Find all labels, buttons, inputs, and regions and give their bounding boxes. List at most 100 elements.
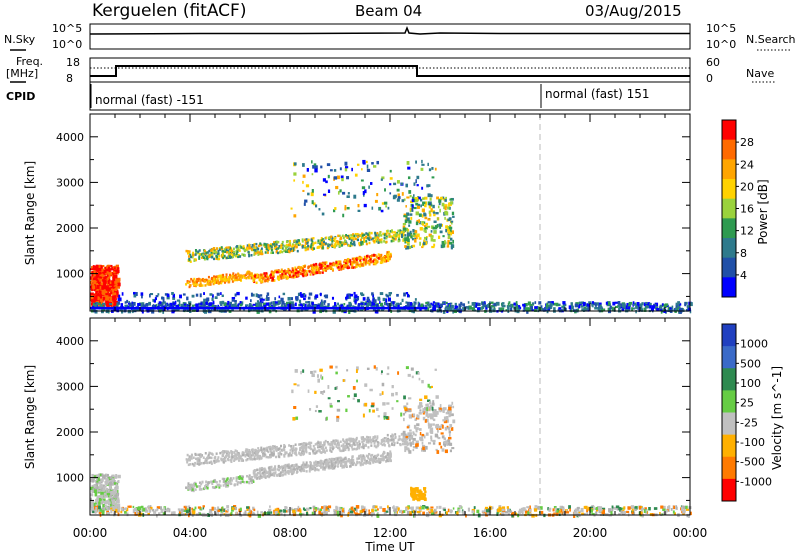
echo-cell — [430, 237, 434, 242]
echo-cell — [106, 487, 109, 491]
echo-cell — [347, 265, 350, 268]
echo-cell — [251, 274, 254, 278]
echo-cell — [229, 276, 232, 279]
echo-cell — [262, 474, 265, 477]
echo-cell — [107, 489, 110, 493]
echo-cell — [259, 299, 262, 303]
echo-cell — [387, 297, 391, 302]
echo-cell — [379, 261, 382, 264]
echo-cell — [328, 243, 331, 247]
echo-cell — [372, 253, 375, 257]
echo-cell — [199, 293, 202, 298]
echo-cell — [342, 263, 345, 267]
echo-cell — [256, 249, 259, 253]
echo-cell — [501, 302, 505, 305]
echo-cell — [276, 270, 279, 274]
echo-cell — [299, 268, 302, 271]
echo-cell — [212, 300, 215, 305]
echo-cell — [96, 282, 100, 286]
echo-cell — [282, 275, 285, 279]
echo-cell — [633, 303, 636, 306]
echo-cell — [326, 246, 329, 250]
echo-cell — [289, 468, 292, 472]
echo-cell — [234, 293, 237, 297]
echo-cell — [311, 263, 314, 267]
echo-cell — [149, 293, 151, 298]
echo-cell — [94, 299, 98, 304]
echo-cell — [313, 202, 316, 206]
echo-cell — [336, 446, 339, 450]
echo-cell — [414, 298, 417, 301]
echo-cell — [292, 275, 295, 279]
echo-cell — [253, 253, 256, 256]
echo-cell — [614, 305, 619, 309]
echo-cell — [224, 450, 227, 453]
echo-cell — [432, 226, 436, 230]
echo-cell — [225, 450, 228, 453]
echo-cell — [333, 441, 336, 444]
echo-cell — [93, 282, 96, 287]
echo-cell — [393, 301, 396, 304]
echo-cell — [347, 192, 350, 195]
echo-cell — [278, 468, 281, 472]
echo-cell — [217, 249, 220, 253]
echo-cell — [392, 195, 396, 200]
echo-cell — [116, 489, 119, 493]
echo-cell — [258, 251, 261, 254]
echo-cell — [261, 466, 264, 470]
echo-cell — [326, 440, 329, 444]
echo-cell — [432, 301, 436, 304]
echo-cell — [370, 260, 373, 264]
echo-cell — [474, 304, 478, 308]
echo-cell — [308, 452, 311, 455]
echo-cell — [198, 459, 201, 462]
echo-cell — [279, 246, 282, 250]
echo-cell — [202, 461, 205, 465]
echo-cell — [297, 292, 301, 297]
echo-cell — [340, 175, 344, 179]
echo-cell — [257, 247, 260, 251]
echo-cell — [619, 303, 623, 308]
echo-cell — [388, 444, 391, 448]
echo-cell — [440, 196, 443, 200]
echo-cell — [276, 447, 279, 451]
echo-cell — [331, 296, 335, 300]
echo-cell — [502, 307, 505, 312]
echo-cell — [689, 302, 693, 307]
echo-cell — [302, 452, 305, 455]
echo-cell — [288, 271, 291, 275]
echo-cell — [599, 306, 603, 310]
echo-cell — [218, 281, 221, 284]
echo-cell — [320, 304, 324, 308]
echo-cell — [380, 442, 383, 445]
echo-cell — [277, 300, 281, 305]
echo-cell — [267, 456, 270, 459]
echo-cell — [327, 465, 330, 468]
echo-cell — [104, 289, 108, 294]
echo-cell — [416, 235, 418, 240]
echo-cell — [412, 234, 415, 238]
echo-cell — [364, 461, 367, 465]
echo-cell — [274, 468, 277, 471]
echo-cell — [208, 303, 212, 306]
echo-cell — [166, 293, 170, 298]
echo-cell — [295, 275, 298, 278]
echo-cell — [211, 249, 214, 252]
echo-cell — [209, 283, 212, 286]
echo-cell — [391, 434, 394, 437]
echo-cell — [308, 300, 311, 304]
echo-cell — [340, 236, 343, 240]
echo-cell — [245, 272, 248, 276]
echo-cell — [187, 457, 190, 461]
echo-cell — [362, 159, 366, 164]
echo-cell — [344, 205, 347, 209]
echo-cell — [578, 303, 582, 306]
echo-cell — [99, 494, 102, 499]
echo-cell — [372, 239, 375, 243]
echo-cell — [105, 293, 108, 296]
echo-cell — [108, 297, 111, 302]
echo-cell — [217, 281, 220, 285]
echo-cell — [205, 256, 208, 259]
echo-cell — [393, 231, 396, 234]
echo-cell — [199, 278, 202, 281]
